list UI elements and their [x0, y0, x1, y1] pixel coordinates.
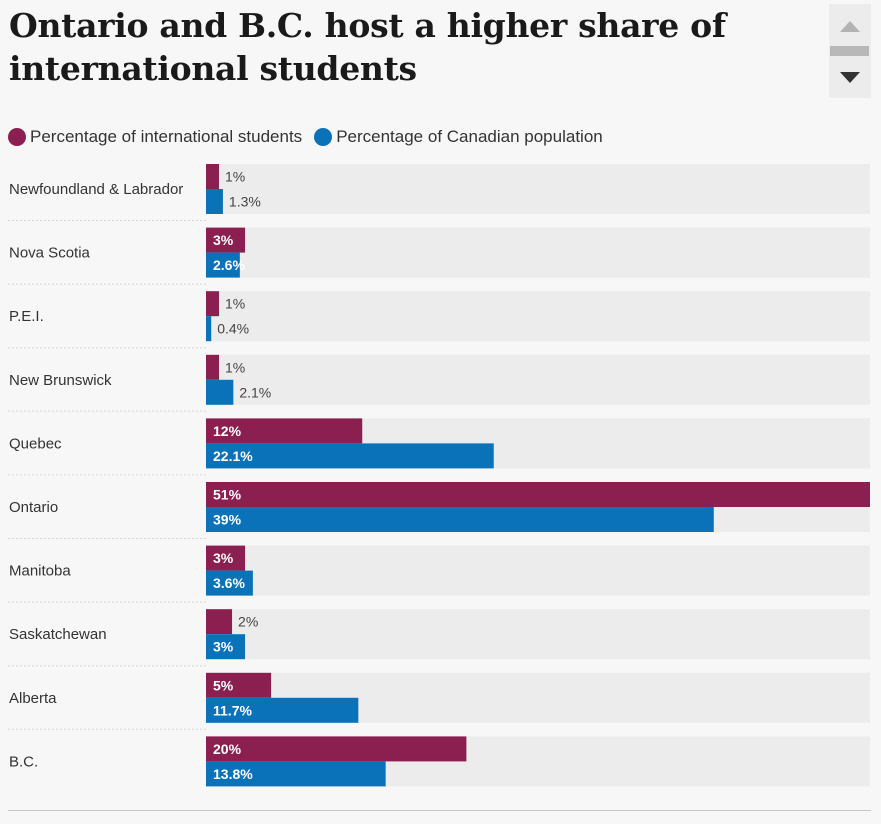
- row-background: [206, 545, 870, 596]
- row-background: [206, 609, 870, 660]
- bar-canadian-population: [206, 443, 494, 469]
- data-label: 2%: [238, 614, 258, 630]
- chart-legend: Percentage of international students Per…: [8, 125, 615, 149]
- bar-international-students: [206, 418, 363, 444]
- bar-international-students: [206, 164, 220, 189]
- data-label: 2.1%: [239, 384, 271, 400]
- scroll-thumb[interactable]: [830, 46, 869, 56]
- category-label: Saskatchewan: [9, 626, 107, 643]
- data-label: 5%: [213, 677, 234, 693]
- bar-international-students: [206, 672, 272, 698]
- legend-label-canadian-population: Percentage of Canadian population: [336, 127, 603, 146]
- data-label: 3%: [213, 232, 234, 248]
- bar-international-students: [206, 545, 246, 571]
- category-label: Nova Scotia: [9, 245, 91, 262]
- category-label: New Brunswick: [9, 372, 112, 389]
- category-label: Newfoundland & Labrador: [9, 181, 183, 198]
- data-label: 3%: [213, 550, 234, 566]
- bar-canadian-population: [206, 507, 714, 532]
- legend-swatch-international-students: [8, 128, 26, 146]
- data-label: 2.6%: [213, 257, 245, 273]
- bar-canadian-population: [206, 697, 359, 723]
- bar-canadian-population: [206, 761, 386, 787]
- bar-canadian-population: [206, 316, 212, 342]
- category-label: B.C.: [9, 753, 38, 770]
- row-background: [206, 164, 870, 214]
- data-label: 22.1%: [213, 448, 253, 464]
- data-label: 1%: [225, 169, 245, 185]
- scroll-control: [829, 4, 871, 98]
- scroll-down-icon[interactable]: [840, 72, 860, 83]
- data-label: 1%: [225, 296, 245, 312]
- row-background: [206, 227, 870, 278]
- chart-title: Ontario and B.C. host a higher share of …: [9, 6, 726, 88]
- data-label: 11.7%: [213, 702, 252, 718]
- category-label: Ontario: [9, 499, 58, 516]
- data-label: 1.3%: [229, 194, 261, 210]
- bar-international-students: [206, 736, 467, 762]
- data-label: 1%: [225, 359, 245, 375]
- legend-item-international-students: Percentage of international students: [8, 127, 302, 147]
- row-background: [206, 354, 870, 405]
- data-label: 13.8%: [213, 766, 253, 782]
- data-label: 51%: [213, 487, 242, 503]
- bar-canadian-population: [206, 252, 240, 278]
- row-background: [206, 291, 870, 342]
- bar-canadian-population: [206, 189, 223, 214]
- data-label: 20%: [213, 741, 242, 757]
- data-label: 12%: [213, 423, 242, 439]
- scroll-up-icon[interactable]: [840, 21, 860, 32]
- category-label: Manitoba: [9, 563, 71, 580]
- bottom-divider: [8, 810, 871, 811]
- data-label: 39%: [213, 512, 242, 528]
- bar-international-students: [206, 227, 246, 253]
- category-label: Quebec: [9, 435, 62, 452]
- legend-swatch-canadian-population: [314, 128, 333, 146]
- data-label: 3.6%: [213, 575, 245, 591]
- legend-label-international-students: Percentage of international students: [30, 127, 303, 146]
- bar-canadian-population: [206, 570, 253, 596]
- bar-canadian-population: [206, 379, 234, 405]
- category-label: Alberta: [9, 690, 57, 707]
- category-label: P.E.I.: [9, 308, 44, 325]
- bar-international-students: [206, 291, 220, 317]
- bar-international-students: [206, 609, 233, 635]
- bar-international-students: [206, 354, 220, 380]
- data-label: 0.4%: [217, 321, 249, 337]
- data-label: 3%: [213, 639, 234, 655]
- legend-item-canadian-population: Percentage of Canadian population: [314, 127, 603, 147]
- bar-canadian-population: [206, 634, 246, 660]
- bar-international-students: [206, 482, 870, 507]
